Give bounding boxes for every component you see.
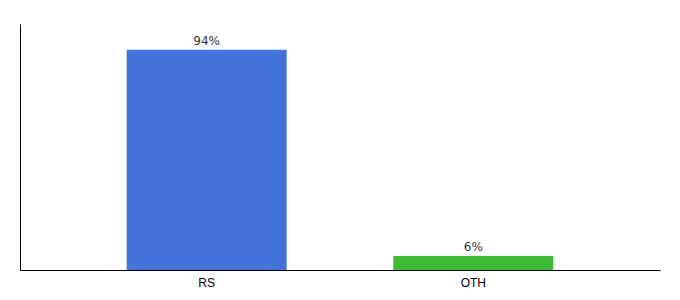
- x-axis: RS OTH: [21, 271, 661, 290]
- x-tick: RS: [198, 276, 215, 290]
- data-labels: 94% 6%: [193, 34, 483, 254]
- data-label: 6%: [464, 240, 483, 254]
- bar: [393, 256, 553, 270]
- x-axis-line: [21, 270, 661, 271]
- data-label: 94%: [193, 34, 220, 48]
- bars: [127, 50, 554, 270]
- x-tick-label: RS: [198, 276, 215, 290]
- y-axis: [20, 25, 21, 271]
- x-tick-label: OTH: [461, 276, 486, 290]
- bar: [127, 50, 287, 270]
- y-axis-line: [20, 25, 21, 271]
- chart-container: RS OTH 94% 6%: [0, 0, 680, 300]
- plot-area: RS OTH 94% 6%: [21, 25, 661, 290]
- chart-svg: RS OTH 94% 6%: [0, 0, 680, 300]
- x-tick: OTH: [461, 276, 486, 290]
